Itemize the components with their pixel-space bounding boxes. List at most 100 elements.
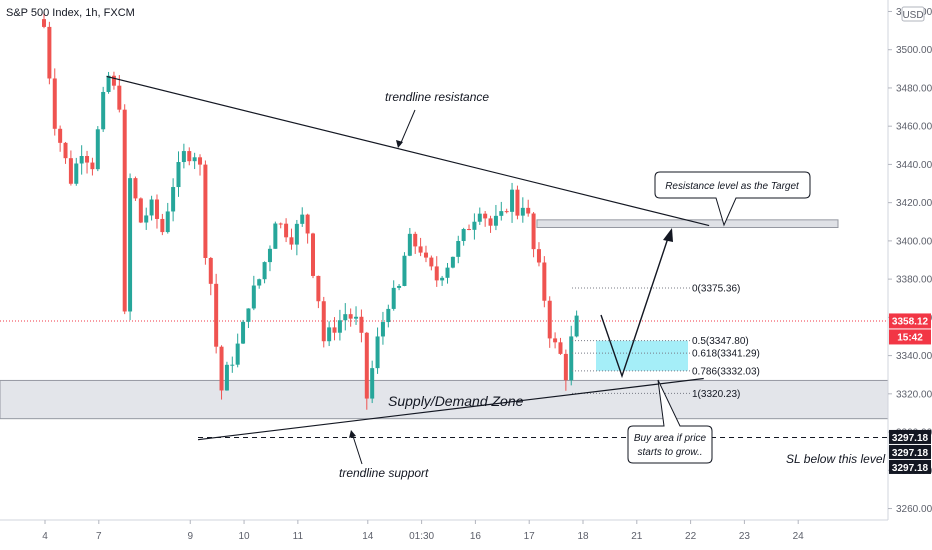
- candle-body: [111, 75, 116, 86]
- candle-body: [321, 301, 326, 342]
- time-tick-label: 10: [238, 531, 250, 542]
- candle-body: [128, 178, 133, 312]
- support-pointer-arrow-icon: [349, 430, 356, 438]
- candle-body: [257, 279, 262, 286]
- time-tick-label: 24: [793, 531, 805, 542]
- candle-body: [520, 207, 525, 216]
- candle-body: [311, 233, 315, 276]
- candle-body: [106, 75, 111, 92]
- candle-body: [133, 178, 138, 199]
- price-tick-label: 3260.00: [896, 504, 932, 515]
- candle-body: [332, 327, 337, 333]
- candle-body: [488, 218, 493, 226]
- candle-body: [574, 315, 579, 337]
- candle-body: [305, 214, 310, 234]
- candle-body: [380, 322, 385, 337]
- candle-body: [90, 162, 95, 170]
- current-price-badge: 3358.12: [889, 313, 931, 329]
- candle-body: [391, 287, 396, 309]
- candle-body: [440, 277, 445, 281]
- buy-callout-line2: starts to grow..: [637, 447, 702, 458]
- candle-body: [149, 199, 154, 216]
- candle-body: [370, 368, 375, 399]
- candle-body: [300, 214, 305, 224]
- candle-body: [203, 164, 208, 258]
- candle-body: [63, 142, 68, 159]
- time-tick-label: 14: [362, 531, 374, 542]
- fib-retracement: 0(3375.36) 0.5(3347.80) 0.618(3341.29) 0.78…: [572, 283, 760, 400]
- candle-body: [472, 221, 477, 230]
- sl-note: SL below this level: [786, 452, 886, 466]
- time-tick-label: 9: [187, 531, 193, 542]
- candle-body: [160, 218, 165, 233]
- price-tick-label: 3500.00: [896, 45, 932, 56]
- candle-body: [354, 316, 359, 319]
- candle-body: [364, 332, 369, 399]
- sl-price-value-3: 3297.18: [892, 463, 929, 474]
- candle-body: [154, 199, 159, 219]
- candle-body: [493, 215, 498, 226]
- trendline-support[interactable]: [197, 377, 704, 441]
- countdown-value: 15:42: [897, 332, 923, 343]
- candle-body: [241, 321, 246, 344]
- candle-body: [74, 163, 79, 184]
- candle-body: [52, 78, 57, 129]
- candle-body: [413, 233, 418, 247]
- supply-demand-zone: [0, 379, 889, 420]
- candle-body: [122, 109, 127, 312]
- candle-body: [192, 157, 197, 162]
- candle-body: [117, 85, 122, 110]
- projected-path-arrowhead-icon: [663, 228, 673, 242]
- candle-body: [198, 157, 203, 165]
- candle-body: [337, 320, 342, 333]
- candle-body: [563, 353, 568, 381]
- candle-body: [531, 213, 536, 250]
- current-price-value: 3358.12: [892, 316, 929, 327]
- currency-button[interactable]: [901, 6, 925, 22]
- candle-body: [144, 215, 149, 223]
- candle-body: [569, 336, 574, 381]
- candle-body: [467, 229, 472, 231]
- candle-body: [187, 151, 192, 162]
- candle-body: [407, 233, 412, 256]
- price-tick-label: 3440.00: [896, 160, 932, 171]
- time-tick-label: 22: [685, 531, 697, 542]
- candle-body: [85, 155, 90, 163]
- axis-corner: [888, 520, 932, 550]
- candle-body: [47, 26, 52, 79]
- candle-body: [418, 246, 423, 253]
- target-callout: Resistance level as the Target: [654, 171, 811, 227]
- candle-body: [450, 256, 455, 268]
- time-tick-label: 23: [739, 531, 751, 542]
- resistance-label: trendline resistance: [385, 90, 489, 104]
- time-tick-label: 01:30: [409, 531, 434, 542]
- time-tick-label: 17: [524, 531, 536, 542]
- candle-body: [536, 249, 541, 263]
- candle-body: [273, 223, 278, 249]
- candle-body: [294, 223, 299, 245]
- sl-price-badges: 3297.18 3297.18 3297.18: [889, 429, 931, 474]
- candle-body: [386, 308, 391, 323]
- trendline-resistance[interactable]: [106, 75, 710, 227]
- fib-level-label: 0.5(3347.80): [692, 336, 749, 347]
- plot-area[interactable]: [0, 0, 888, 520]
- time-axis[interactable]: [0, 520, 888, 550]
- candle-body: [79, 155, 84, 164]
- price-tick-label: 3320.00: [896, 389, 932, 400]
- candle-body: [375, 336, 380, 369]
- time-tick-label: 4: [42, 531, 48, 542]
- candle-body: [246, 308, 251, 322]
- time-axis-ticks: 4 7 9 10 11 14 01:30 16 17 18 21 22 23 24: [42, 520, 804, 542]
- candle-body: [138, 198, 143, 223]
- candle-body: [445, 267, 450, 278]
- candle-body: [68, 158, 73, 184]
- candle-body: [504, 211, 509, 213]
- support-label: trendline support: [339, 466, 429, 480]
- candle-body: [181, 151, 186, 163]
- price-tick-label: 3400.00: [896, 236, 932, 247]
- candle-body: [235, 343, 240, 365]
- candle-body: [267, 248, 272, 263]
- candle-body: [95, 129, 100, 170]
- target-resistance-box: [536, 219, 839, 228]
